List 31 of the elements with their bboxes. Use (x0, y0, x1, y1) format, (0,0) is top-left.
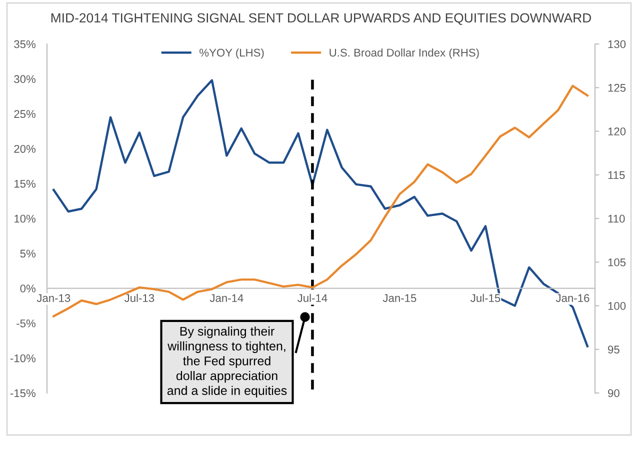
y2-tick-label: 105 (608, 258, 626, 266)
x-tick-label: Jul-14 (298, 294, 328, 302)
y2-tick-label: 100 (608, 302, 626, 310)
x-tick-label: Jan-16 (556, 294, 590, 302)
y2-tick-label: 130 (608, 40, 626, 48)
y2-tick-label: 95 (608, 346, 620, 354)
y2-tick-label: 110 (608, 214, 625, 223)
y-tick-label: -5% (16, 320, 36, 328)
y-tick-label: -15% (10, 389, 36, 398)
x-tick-label: Jul-15 (470, 294, 500, 302)
y2-tick-label: 115 (608, 171, 625, 180)
y2-tick-label: 125 (608, 84, 626, 92)
x-tick-label: Jan-13 (36, 294, 70, 302)
annotation: By signaling their willingness to tighten, the Fed spurred dollar appreciation and a slide in equities (167, 326, 287, 398)
y2-tick-label: 90 (608, 389, 620, 398)
legend-label: U.S. Broad Dollar Index (RHS) (330, 48, 479, 59)
x-tick-label: Jan-14 (210, 294, 244, 302)
y-tick-label: 0% (20, 284, 36, 292)
legend-label: %YOY (LHS) (200, 48, 264, 59)
y-tick-label: 35% (14, 40, 36, 48)
y-tick-label: 20% (14, 144, 36, 153)
x-tick-label: Jul-13 (124, 294, 154, 302)
chart-title: MID-2014 TIGHTENING SIGNAL SENT DOLLAR UPWARDS AND EQUITIES DOWNWARD (51, 13, 592, 25)
y-tick-label: 30% (14, 75, 36, 84)
y2-tick-label: 120 (608, 128, 626, 136)
y-tick-label: -10% (10, 354, 36, 362)
x-tick-label: Jan-15 (382, 294, 416, 302)
y-tick-label: 5% (20, 250, 36, 258)
y-tick-label: 15% (14, 180, 36, 188)
y-tick-label: 10% (14, 214, 36, 223)
y-tick-label: 25% (14, 110, 36, 118)
